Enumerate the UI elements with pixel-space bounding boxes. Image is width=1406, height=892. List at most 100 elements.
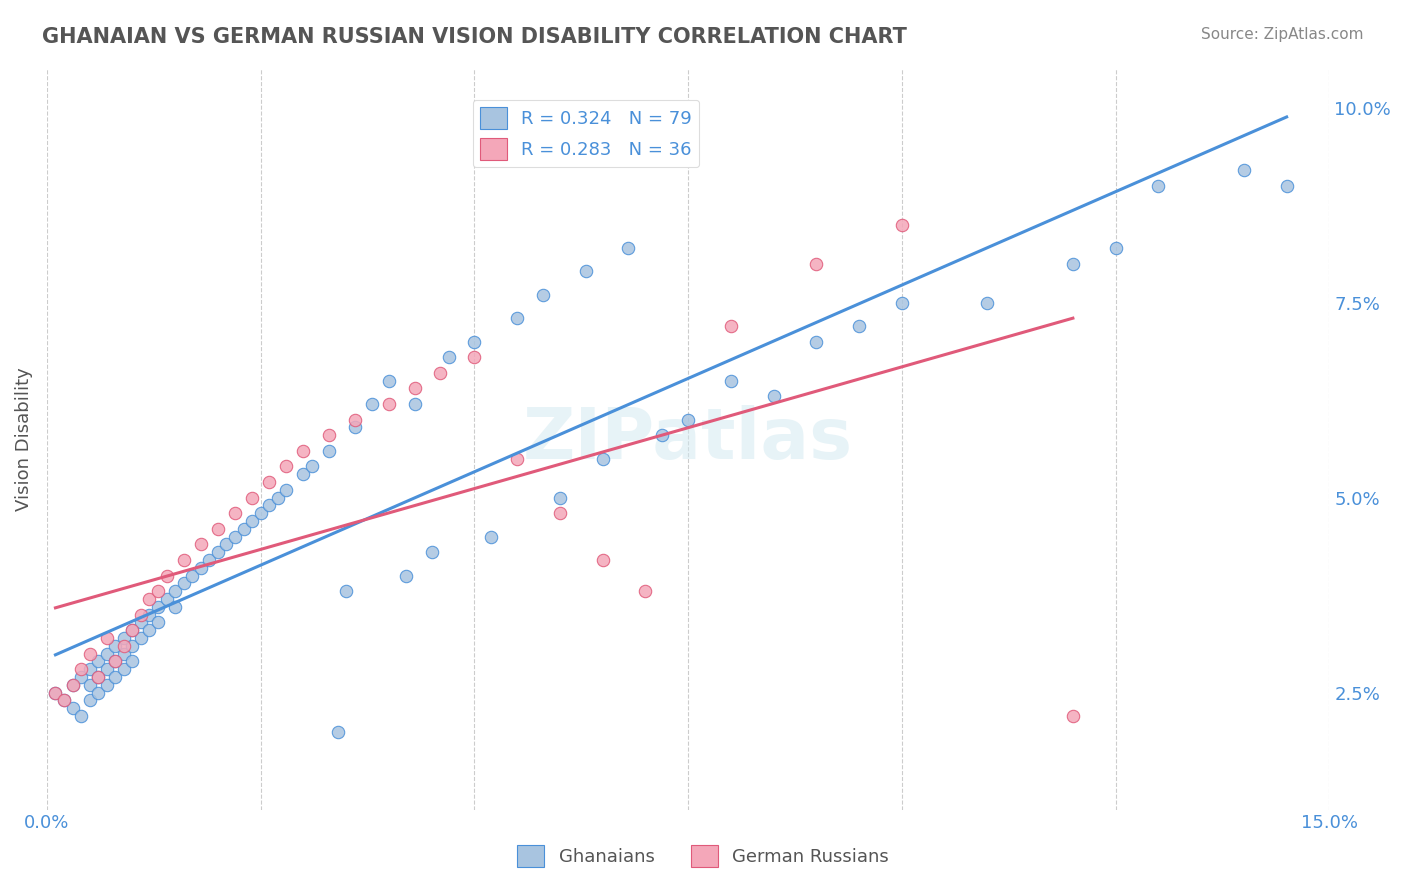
Point xyxy=(70,662,93,676)
Point xyxy=(146,599,169,614)
Point xyxy=(181,568,204,582)
Point xyxy=(87,685,110,699)
Point xyxy=(215,537,238,551)
Point xyxy=(87,654,110,668)
Point xyxy=(121,623,143,637)
Text: Source: ZipAtlas.com: Source: ZipAtlas.com xyxy=(1201,27,1364,42)
Point xyxy=(104,639,127,653)
Legend: Ghanaians, German Russians: Ghanaians, German Russians xyxy=(510,838,896,874)
Point xyxy=(79,647,101,661)
Point xyxy=(326,724,349,739)
Point xyxy=(634,584,657,599)
Point xyxy=(79,678,101,692)
Point xyxy=(1233,162,1256,177)
Point xyxy=(165,599,187,614)
Point xyxy=(1275,178,1298,193)
Point xyxy=(617,241,640,255)
Point xyxy=(574,264,596,278)
Point xyxy=(463,334,485,349)
Point xyxy=(44,685,66,699)
Point xyxy=(129,607,152,622)
Point xyxy=(343,420,366,434)
Point xyxy=(1104,241,1126,255)
Point xyxy=(292,467,315,482)
Point xyxy=(481,529,503,543)
Point xyxy=(318,428,340,442)
Point xyxy=(762,389,785,403)
Point xyxy=(121,639,143,653)
Point xyxy=(890,295,912,310)
Point xyxy=(292,443,315,458)
Point xyxy=(104,670,127,684)
Point xyxy=(506,451,529,466)
Point xyxy=(112,662,135,676)
Point xyxy=(79,662,101,676)
Point xyxy=(53,693,76,707)
Point xyxy=(190,537,212,551)
Point xyxy=(129,615,152,630)
Point xyxy=(173,576,195,591)
Point xyxy=(112,639,135,653)
Y-axis label: Vision Disability: Vision Disability xyxy=(15,368,32,511)
Point xyxy=(146,615,169,630)
Point xyxy=(155,568,177,582)
Point xyxy=(121,654,143,668)
Point xyxy=(87,670,110,684)
Point xyxy=(676,412,699,426)
Point xyxy=(138,591,160,606)
Point xyxy=(404,381,426,395)
Point xyxy=(165,584,187,599)
Point xyxy=(276,459,298,474)
Point xyxy=(301,459,323,474)
Point xyxy=(720,374,742,388)
Point xyxy=(79,693,101,707)
Point xyxy=(848,318,870,333)
Point xyxy=(138,607,160,622)
Point xyxy=(592,553,614,567)
Point xyxy=(70,670,93,684)
Point xyxy=(96,631,118,645)
Point xyxy=(506,311,529,326)
Point xyxy=(420,545,443,559)
Point xyxy=(224,506,246,520)
Point xyxy=(257,475,280,489)
Point xyxy=(62,678,84,692)
Point xyxy=(806,334,828,349)
Point xyxy=(1062,256,1084,270)
Point xyxy=(1062,709,1084,723)
Point xyxy=(378,397,401,411)
Point xyxy=(44,685,66,699)
Point xyxy=(62,678,84,692)
Point xyxy=(96,647,118,661)
Point xyxy=(121,623,143,637)
Point xyxy=(404,397,426,411)
Point xyxy=(129,631,152,645)
Point xyxy=(53,693,76,707)
Point xyxy=(198,553,221,567)
Point xyxy=(890,218,912,232)
Point xyxy=(429,366,451,380)
Point xyxy=(96,662,118,676)
Legend: R = 0.324   N = 79, R = 0.283   N = 36: R = 0.324 N = 79, R = 0.283 N = 36 xyxy=(472,100,699,168)
Point xyxy=(62,701,84,715)
Point xyxy=(173,553,195,567)
Point xyxy=(104,654,127,668)
Point xyxy=(437,350,460,364)
Point xyxy=(249,506,271,520)
Point xyxy=(104,654,127,668)
Point xyxy=(651,428,673,442)
Point xyxy=(207,522,229,536)
Point xyxy=(720,318,742,333)
Point xyxy=(138,623,160,637)
Point xyxy=(146,584,169,599)
Point xyxy=(267,491,290,505)
Point xyxy=(112,631,135,645)
Point xyxy=(592,451,614,466)
Point xyxy=(240,491,263,505)
Point xyxy=(257,499,280,513)
Point xyxy=(70,709,93,723)
Point xyxy=(463,350,485,364)
Point xyxy=(207,545,229,559)
Point xyxy=(531,287,554,301)
Point xyxy=(87,670,110,684)
